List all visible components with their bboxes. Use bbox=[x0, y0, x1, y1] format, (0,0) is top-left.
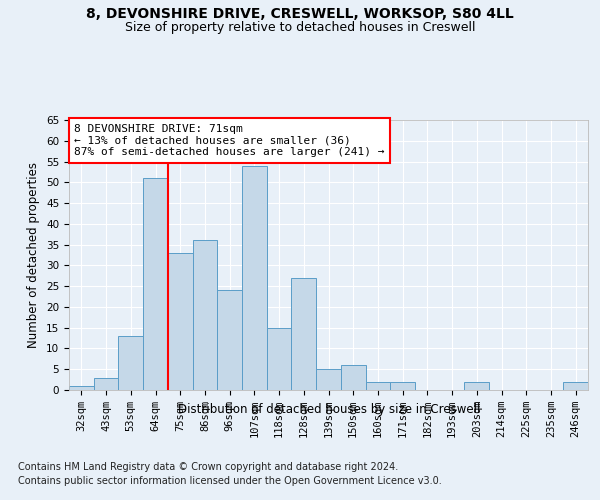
Bar bbox=[341, 365, 365, 390]
Bar bbox=[316, 369, 341, 390]
Text: 8 DEVONSHIRE DRIVE: 71sqm
← 13% of detached houses are smaller (36)
87% of semi-: 8 DEVONSHIRE DRIVE: 71sqm ← 13% of detac… bbox=[74, 124, 385, 157]
Bar bbox=[267, 328, 292, 390]
Bar bbox=[292, 278, 316, 390]
Y-axis label: Number of detached properties: Number of detached properties bbox=[28, 162, 40, 348]
Bar bbox=[168, 253, 193, 390]
Bar bbox=[118, 336, 143, 390]
Bar bbox=[390, 382, 415, 390]
Text: 8, DEVONSHIRE DRIVE, CRESWELL, WORKSOP, S80 4LL: 8, DEVONSHIRE DRIVE, CRESWELL, WORKSOP, … bbox=[86, 8, 514, 22]
Text: Size of property relative to detached houses in Creswell: Size of property relative to detached ho… bbox=[125, 21, 475, 34]
Bar bbox=[563, 382, 588, 390]
Text: Distribution of detached houses by size in Creswell: Distribution of detached houses by size … bbox=[178, 402, 480, 415]
Bar bbox=[365, 382, 390, 390]
Text: Contains public sector information licensed under the Open Government Licence v3: Contains public sector information licen… bbox=[18, 476, 442, 486]
Bar bbox=[143, 178, 168, 390]
Bar bbox=[464, 382, 489, 390]
Text: Contains HM Land Registry data © Crown copyright and database right 2024.: Contains HM Land Registry data © Crown c… bbox=[18, 462, 398, 472]
Bar bbox=[193, 240, 217, 390]
Bar bbox=[69, 386, 94, 390]
Bar bbox=[94, 378, 118, 390]
Bar bbox=[242, 166, 267, 390]
Bar bbox=[217, 290, 242, 390]
